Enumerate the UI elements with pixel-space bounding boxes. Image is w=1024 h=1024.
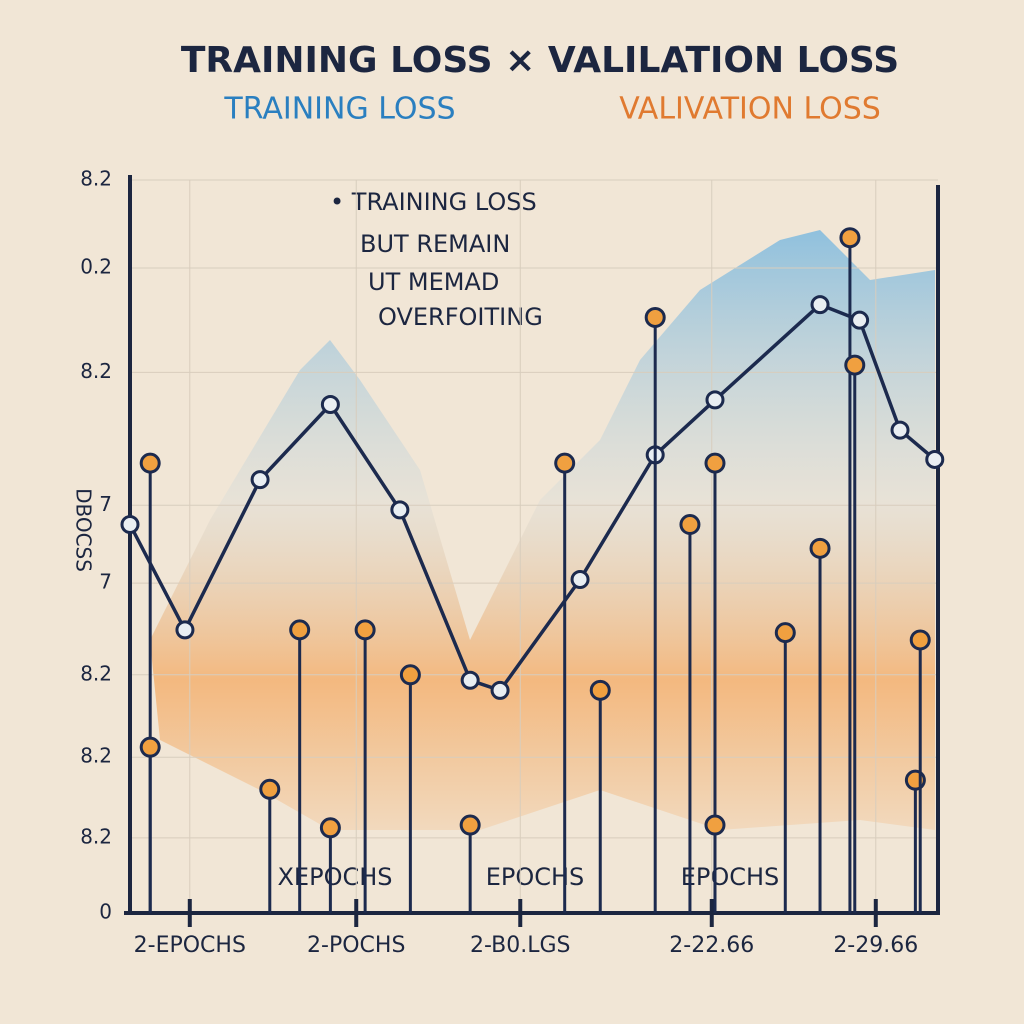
marker <box>704 814 726 836</box>
marker <box>139 452 161 474</box>
marker <box>810 295 830 315</box>
y-tick-label: 8.2 <box>80 744 112 768</box>
marker <box>705 390 725 410</box>
marker <box>289 619 311 641</box>
axis-note: EPOCHS <box>681 863 780 891</box>
marker <box>890 420 910 440</box>
y-tick-label: 8.2 <box>80 824 112 848</box>
marker <box>570 569 590 589</box>
annotation: • TRAINING LOSS <box>330 188 537 216</box>
marker <box>175 620 195 640</box>
legend-entry: VALIVATION LOSS <box>619 92 881 127</box>
marker <box>460 670 480 690</box>
x-tick-label: 2-EPOCHS <box>134 933 246 958</box>
annotation: UT MEMAD <box>368 268 499 296</box>
marker <box>704 452 726 474</box>
chart-title: TRAINING LOSS × VALILATION LOSS <box>181 40 899 81</box>
marker <box>139 736 161 758</box>
marker <box>850 310 870 330</box>
x-tick-label: 2-B0.LGS <box>470 933 571 958</box>
marker <box>909 629 931 651</box>
marker <box>490 680 510 700</box>
y-tick-label: 8.2 <box>80 359 112 383</box>
marker <box>589 679 611 701</box>
marker <box>925 449 945 469</box>
marker <box>250 470 270 490</box>
annotation: BUT REMAIN <box>360 230 510 258</box>
marker <box>839 227 861 249</box>
legend-entry: TRAINING LOSS <box>223 92 455 127</box>
marker <box>354 619 376 641</box>
marker <box>259 778 281 800</box>
y-tick-label: 7 <box>99 492 112 516</box>
y-tick-label: 0.2 <box>80 254 112 278</box>
marker <box>679 514 701 536</box>
x-tick-label: 2-22.66 <box>669 933 754 958</box>
marker <box>844 354 866 376</box>
marker <box>399 664 421 686</box>
y-tick-label: 8.2 <box>80 661 112 685</box>
marker <box>554 452 576 474</box>
annotation: OVERFOITING <box>378 303 543 331</box>
x-tick-label: 2-29.66 <box>833 933 918 958</box>
x-tick-label: 2-POCHS <box>307 933 405 958</box>
marker <box>459 814 481 836</box>
marker <box>320 394 340 414</box>
y-tick-label: 7 <box>99 570 112 594</box>
y-axis-label: DBOCSS <box>72 488 96 572</box>
marker <box>120 515 140 535</box>
marker <box>319 817 341 839</box>
marker <box>809 537 831 559</box>
y-tick-label: 0 <box>99 900 112 924</box>
axis-note: XEPOCHS <box>277 863 392 891</box>
axis-note: EPOCHS <box>486 863 585 891</box>
y-tick-label: 8.2 <box>80 167 112 191</box>
marker <box>390 500 410 520</box>
marker <box>774 622 796 644</box>
marker <box>644 306 666 328</box>
